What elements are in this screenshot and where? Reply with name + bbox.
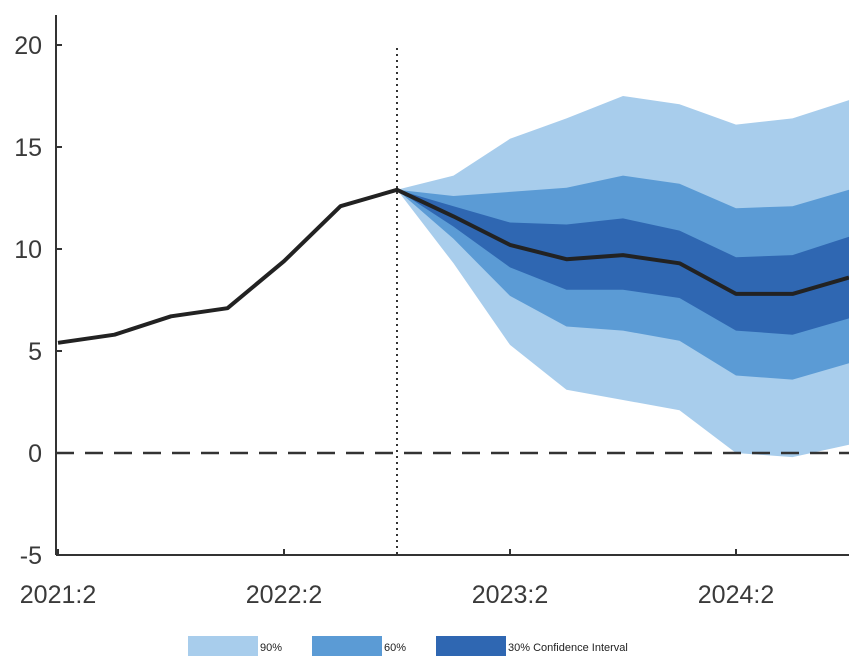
- confidence-bands: [397, 96, 849, 458]
- legend-label: 30% Confidence Interval: [508, 642, 628, 654]
- x-tick-label: 2024:2: [698, 581, 774, 609]
- x-tick-label: 2022:2: [246, 581, 322, 609]
- y-tick-label: -5: [20, 542, 42, 570]
- x-tick-label: 2023:2: [472, 581, 548, 609]
- legend-swatch: [436, 636, 506, 656]
- y-ticks: -5 0 5 10 15 20: [14, 32, 62, 570]
- series-line: [57, 187, 849, 345]
- legend-label: 90%: [260, 642, 282, 654]
- y-tick-label: 15: [14, 134, 42, 162]
- y-tick-label: 5: [28, 338, 42, 366]
- legend-label: 60%: [384, 642, 406, 654]
- y-tick-label: 20: [14, 32, 42, 60]
- legend: 90% 60% 30% Confidence Interval: [188, 636, 628, 656]
- y-tick-label: 0: [28, 440, 42, 468]
- y-tick-label: 10: [14, 236, 42, 264]
- legend-swatch: [312, 636, 382, 656]
- x-tick-label: 2021:2: [20, 581, 96, 609]
- x-ticks: 2021:2 2022:2 2023:2 2024:2: [20, 549, 774, 609]
- band-2: [397, 189, 849, 335]
- legend-swatch: [188, 636, 258, 656]
